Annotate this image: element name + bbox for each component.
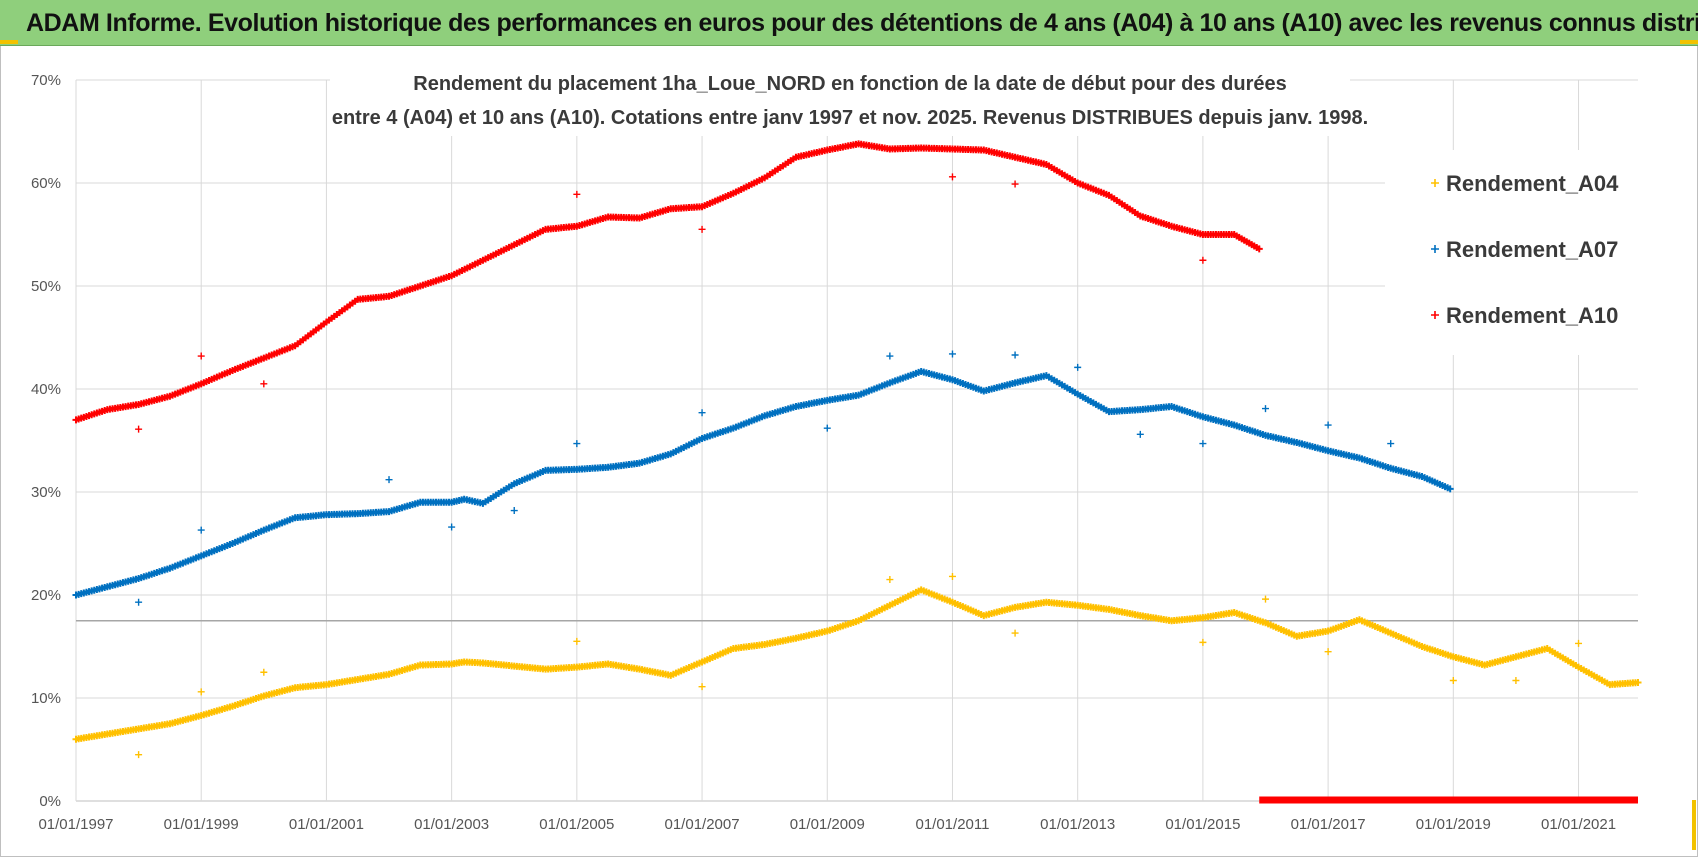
outlier-point (510, 507, 518, 515)
legend: Rendement_A04 Rendement_A07 Rendement_A10 (1431, 171, 1619, 328)
outlier-point (1136, 430, 1144, 438)
outlier-point (1262, 405, 1269, 413)
y-tick-label: 10% (31, 690, 61, 707)
x-tick-label: 01/01/2011 (915, 816, 989, 833)
outlier-point (260, 668, 268, 676)
x-tick-label: 01/01/2001 (289, 816, 364, 833)
legend-marker (1431, 245, 1439, 253)
y-tick-label: 60% (31, 175, 61, 192)
chart-title-line-1: Rendement du placement 1ha_Loue_NORD en … (413, 73, 1286, 95)
outlier-point (197, 352, 205, 360)
outlier-point (197, 688, 205, 696)
outlier-point (1449, 676, 1457, 684)
outlier-point (448, 523, 456, 531)
x-axis-ticks: 01/01/1997 01/01/1999 01/01/2001 01/01/2003… (38, 816, 1616, 833)
x-tick-label: 01/01/2021 (1541, 816, 1616, 833)
outlier-point (1199, 256, 1207, 264)
outlier-point (1199, 638, 1207, 646)
outlier-point (573, 637, 581, 645)
legend-label: Rendement_A07 (1446, 237, 1618, 262)
x-tick-label: 01/01/2017 (1291, 816, 1366, 833)
x-tick-label: 01/01/2015 (1165, 816, 1240, 833)
outlier-point (573, 190, 581, 198)
y-tick-label: 70% (31, 72, 61, 89)
outlier-point (948, 572, 956, 580)
x-tick-label: 01/01/2019 (1416, 816, 1491, 833)
outlier-point (1387, 440, 1395, 448)
data-point (1446, 485, 1454, 493)
title-background (330, 62, 1350, 136)
outlier-point (573, 440, 581, 448)
x-tick-label: 01/01/1999 (164, 816, 239, 833)
legend-marker (1431, 311, 1439, 319)
y-tick-label: 20% (31, 587, 61, 604)
outlier-point (1324, 421, 1332, 429)
outlier-point (948, 350, 956, 358)
corner-accent-top-right (1680, 40, 1698, 44)
outlier-point (135, 598, 143, 606)
banner-title: ADAM Informe. Evolution historique des p… (26, 9, 1698, 37)
outlier-point (1011, 180, 1019, 188)
x-tick-label: 01/01/2007 (665, 816, 740, 833)
outlier-point (698, 683, 706, 691)
outlier-point (135, 751, 143, 759)
legend-label: Rendement_A04 (1446, 171, 1619, 196)
outlier-point (1011, 629, 1019, 637)
outlier-point (886, 576, 894, 584)
corner-accent-top-left (0, 40, 18, 44)
y-tick-label: 30% (31, 484, 61, 501)
legend-marker (1431, 179, 1439, 187)
series-rendement-a07 (72, 350, 1454, 606)
series-line (75, 369, 1451, 597)
outlier-point (1324, 648, 1332, 656)
x-tick-label: 01/01/1997 (38, 816, 113, 833)
data-point (1255, 245, 1263, 253)
series-rendement-a10 (72, 140, 1638, 804)
outlier-point (1199, 440, 1207, 448)
outlier-point (698, 409, 706, 417)
series-line (75, 587, 1639, 742)
y-tick-label: 50% (31, 278, 61, 295)
x-tick-label: 01/01/2013 (1040, 816, 1115, 833)
outlier-point (385, 476, 393, 484)
x-tick-label: 01/01/2003 (414, 816, 489, 833)
legend-label: Rendement_A10 (1446, 303, 1618, 328)
y-tick-label: 0% (39, 793, 61, 810)
outlier-point (1575, 639, 1583, 647)
outlier-point (197, 526, 205, 534)
corner-accent-bottom-right (1692, 800, 1696, 850)
series-rendement-a04 (72, 572, 1642, 759)
y-axis-ticks: 0% 10% 20% 30% 40% 50% 60% 70% (31, 72, 61, 810)
outlier-point (1512, 676, 1520, 684)
y-tick-label: 40% (31, 381, 61, 398)
x-tick-label: 01/01/2005 (539, 816, 614, 833)
legend-background (1385, 150, 1675, 355)
gridlines (75, 79, 1638, 802)
outlier-point (823, 424, 831, 432)
x-tick-label: 01/01/2009 (790, 816, 865, 833)
outlier-point (135, 425, 143, 433)
title-banner: ADAM Informe. Evolution historique des p… (0, 0, 1698, 46)
data-point (1634, 679, 1642, 687)
outlier-point (260, 380, 268, 388)
outlier-point (1262, 595, 1269, 603)
outlier-point (698, 225, 706, 233)
outlier-point (1011, 351, 1019, 359)
outlier-point (948, 173, 956, 181)
outlier-point (1074, 363, 1082, 371)
outlier-point (886, 352, 894, 360)
chart-title-line-2: entre 4 (A04) et 10 ans (A10). Cotations… (332, 107, 1368, 129)
